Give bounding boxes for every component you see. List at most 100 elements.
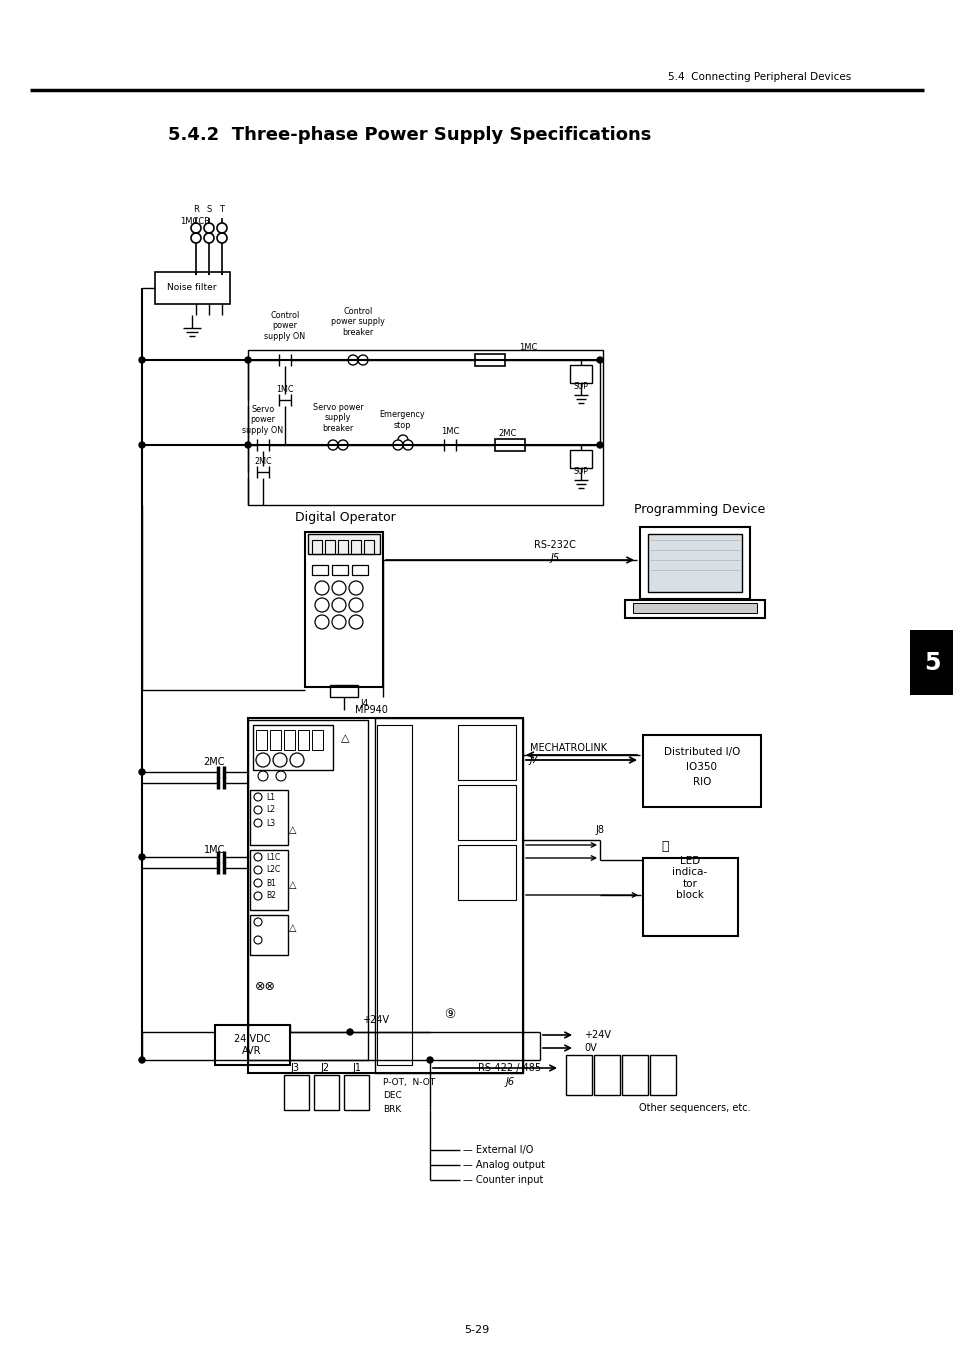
Bar	[642, 858, 738, 936]
Text: Servo
power
supply ON: Servo power supply ON	[242, 405, 283, 435]
Text: J7: J7	[530, 755, 538, 765]
Bar	[351, 540, 360, 554]
Text: +24V: +24V	[361, 1015, 389, 1025]
Circle shape	[427, 1056, 433, 1063]
Circle shape	[347, 1029, 353, 1035]
Bar	[332, 565, 348, 576]
Text: BRK: BRK	[382, 1105, 401, 1113]
Bar	[621, 1055, 647, 1096]
Bar	[337, 540, 348, 554]
Bar	[475, 354, 504, 366]
Text: SUP: SUP	[573, 467, 588, 476]
Text: T: T	[219, 205, 224, 215]
Bar	[624, 600, 764, 617]
Text: ⓘ: ⓘ	[660, 840, 668, 854]
Bar	[314, 1075, 338, 1111]
Bar	[308, 534, 379, 554]
Text: B2: B2	[266, 892, 275, 901]
Text: ⑨: ⑨	[444, 1008, 456, 1021]
Text: △: △	[289, 880, 296, 890]
Text: △: △	[340, 734, 349, 743]
Bar	[565, 1055, 592, 1096]
Bar	[639, 527, 749, 598]
Bar	[633, 603, 757, 613]
Bar	[647, 534, 741, 592]
Text: — Counter input: — Counter input	[462, 1175, 543, 1185]
Bar	[330, 685, 357, 697]
Bar	[594, 1055, 619, 1096]
Text: 1MC: 1MC	[276, 385, 294, 394]
Text: L1: L1	[266, 793, 274, 801]
Text: IO350: IO350	[686, 762, 717, 771]
Bar	[284, 730, 294, 750]
Bar	[649, 1055, 676, 1096]
Text: 5-29: 5-29	[464, 1325, 489, 1335]
Text: SUP: SUP	[573, 382, 588, 390]
Text: L2: L2	[266, 805, 274, 815]
Bar	[569, 365, 592, 382]
Bar	[248, 720, 368, 1061]
Bar	[255, 730, 267, 750]
Bar	[214, 1025, 290, 1065]
Bar	[250, 850, 288, 911]
Text: P-OT,  N-OT: P-OT, N-OT	[382, 1078, 435, 1088]
Text: J3: J3	[291, 1063, 299, 1073]
Text: Servo power
supply
breaker: Servo power supply breaker	[313, 403, 363, 432]
Circle shape	[139, 357, 145, 363]
Text: Programming Device: Programming Device	[634, 504, 765, 516]
Bar	[364, 540, 374, 554]
Text: 5.4.2  Three-phase Power Supply Specifications: 5.4.2 Three-phase Power Supply Specifica…	[168, 126, 651, 145]
Bar	[297, 730, 309, 750]
Text: RIO: RIO	[692, 777, 710, 788]
Text: 24 VDC
AVR: 24 VDC AVR	[233, 1035, 270, 1055]
Bar	[457, 725, 516, 780]
Bar	[457, 844, 516, 900]
Text: 2MC: 2MC	[253, 458, 272, 466]
Text: Control
power supply
breaker: Control power supply breaker	[331, 307, 384, 336]
Text: 2MC: 2MC	[203, 757, 225, 767]
Text: MECHATROLINK: MECHATROLINK	[530, 743, 606, 753]
Circle shape	[139, 769, 145, 775]
Text: J4: J4	[359, 698, 368, 708]
Bar	[312, 730, 323, 750]
Bar	[352, 565, 368, 576]
Text: L2C: L2C	[266, 866, 280, 874]
Text: 1MCCB: 1MCCB	[180, 218, 210, 227]
Bar	[312, 540, 322, 554]
Bar	[253, 725, 333, 770]
Bar	[325, 540, 335, 554]
Text: R: R	[193, 205, 199, 215]
Circle shape	[245, 442, 251, 449]
Text: B1: B1	[266, 878, 275, 888]
Text: J1: J1	[352, 1063, 361, 1073]
Text: L1C: L1C	[266, 852, 280, 862]
Text: 5: 5	[923, 651, 940, 676]
Text: 1MC: 1MC	[440, 427, 458, 436]
Text: RS-422 / 485: RS-422 / 485	[478, 1063, 541, 1073]
Text: MP940: MP940	[355, 705, 388, 715]
Text: 1MC: 1MC	[518, 343, 537, 351]
Text: Control
power
supply ON: Control power supply ON	[264, 311, 305, 340]
Bar	[250, 790, 288, 844]
Bar	[344, 1075, 369, 1111]
Bar	[642, 735, 760, 807]
Circle shape	[597, 357, 602, 363]
Text: +24V: +24V	[583, 1029, 610, 1040]
Text: RS-232C: RS-232C	[534, 540, 576, 550]
Circle shape	[245, 357, 251, 363]
Bar	[270, 730, 281, 750]
Bar	[569, 450, 592, 467]
Text: J8: J8	[595, 825, 604, 835]
Bar	[457, 785, 516, 840]
Circle shape	[597, 442, 602, 449]
Text: 2MC: 2MC	[498, 428, 517, 438]
Text: L3: L3	[266, 819, 274, 828]
Circle shape	[139, 1056, 145, 1063]
Text: 5.4  Connecting Peripheral Devices: 5.4 Connecting Peripheral Devices	[668, 72, 851, 82]
Text: — External I/O: — External I/O	[462, 1146, 533, 1155]
Text: Distributed I/O: Distributed I/O	[663, 747, 740, 757]
Text: LED
indica-
tor
block: LED indica- tor block	[672, 855, 707, 900]
Bar	[248, 350, 602, 505]
Text: Emergency
stop: Emergency stop	[378, 411, 424, 430]
Text: S: S	[206, 205, 212, 215]
